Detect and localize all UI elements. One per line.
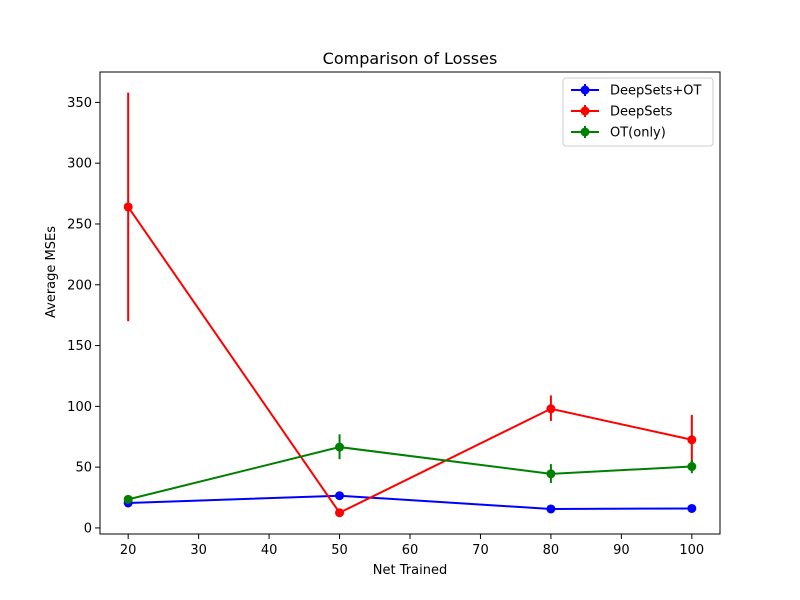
legend-marker <box>580 85 590 95</box>
x-tick-label: 90 <box>613 543 630 558</box>
y-tick-label: 0 <box>84 521 92 536</box>
y-tick-label: 100 <box>67 400 92 415</box>
legend-label: OT(only) <box>610 126 666 141</box>
x-tick-label: 80 <box>543 543 560 558</box>
x-tick-label: 50 <box>331 543 348 558</box>
y-axis-label: Average MSEs <box>44 226 59 318</box>
legend-label: DeepSets+OT <box>610 84 702 99</box>
y-tick-label: 350 <box>67 96 92 111</box>
chart-title: Comparison of Losses <box>323 49 498 68</box>
data-point <box>546 469 556 479</box>
data-point <box>123 202 133 212</box>
data-point <box>123 494 133 504</box>
data-point <box>335 442 345 452</box>
x-tick-label: 40 <box>261 543 278 558</box>
data-point <box>335 508 345 518</box>
data-point <box>687 435 697 445</box>
legend-label: DeepSets <box>610 105 673 120</box>
x-axis-ticks: 20 30 40 50 60 70 80 90 100 <box>120 534 704 558</box>
legend-entry: OT(only) <box>571 126 666 141</box>
x-axis-label: Net Trained <box>373 563 447 578</box>
x-tick-label: 100 <box>679 543 704 558</box>
data-point <box>546 504 556 514</box>
y-tick-label: 300 <box>67 157 92 172</box>
legend: DeepSets+OT DeepSets OT(only) <box>562 77 714 147</box>
y-tick-label: 150 <box>67 339 92 354</box>
data-point <box>687 503 697 513</box>
y-tick-label: 250 <box>67 217 92 232</box>
data-point <box>687 462 697 472</box>
legend-marker <box>580 127 590 137</box>
series-ot-only- <box>123 434 697 504</box>
y-tick-label: 200 <box>67 278 92 293</box>
series-line <box>128 494 692 510</box>
x-tick-label: 20 <box>120 543 137 558</box>
legend-box <box>562 77 714 147</box>
y-axis-ticks: 0 50 100 150 200 250 300 350 <box>67 96 100 536</box>
x-tick-label: 60 <box>402 543 419 558</box>
series-layer <box>123 92 697 518</box>
x-tick-label: 70 <box>472 543 489 558</box>
data-point <box>335 491 345 501</box>
legend-entry: DeepSets+OT <box>571 84 702 99</box>
legend-marker <box>580 106 590 116</box>
data-point <box>546 404 556 414</box>
legend-entry: DeepSets <box>571 105 673 120</box>
series-line <box>127 446 692 501</box>
x-tick-label: 30 <box>190 543 207 558</box>
y-tick-label: 50 <box>75 461 92 476</box>
series-deepsets-ot <box>123 491 697 514</box>
